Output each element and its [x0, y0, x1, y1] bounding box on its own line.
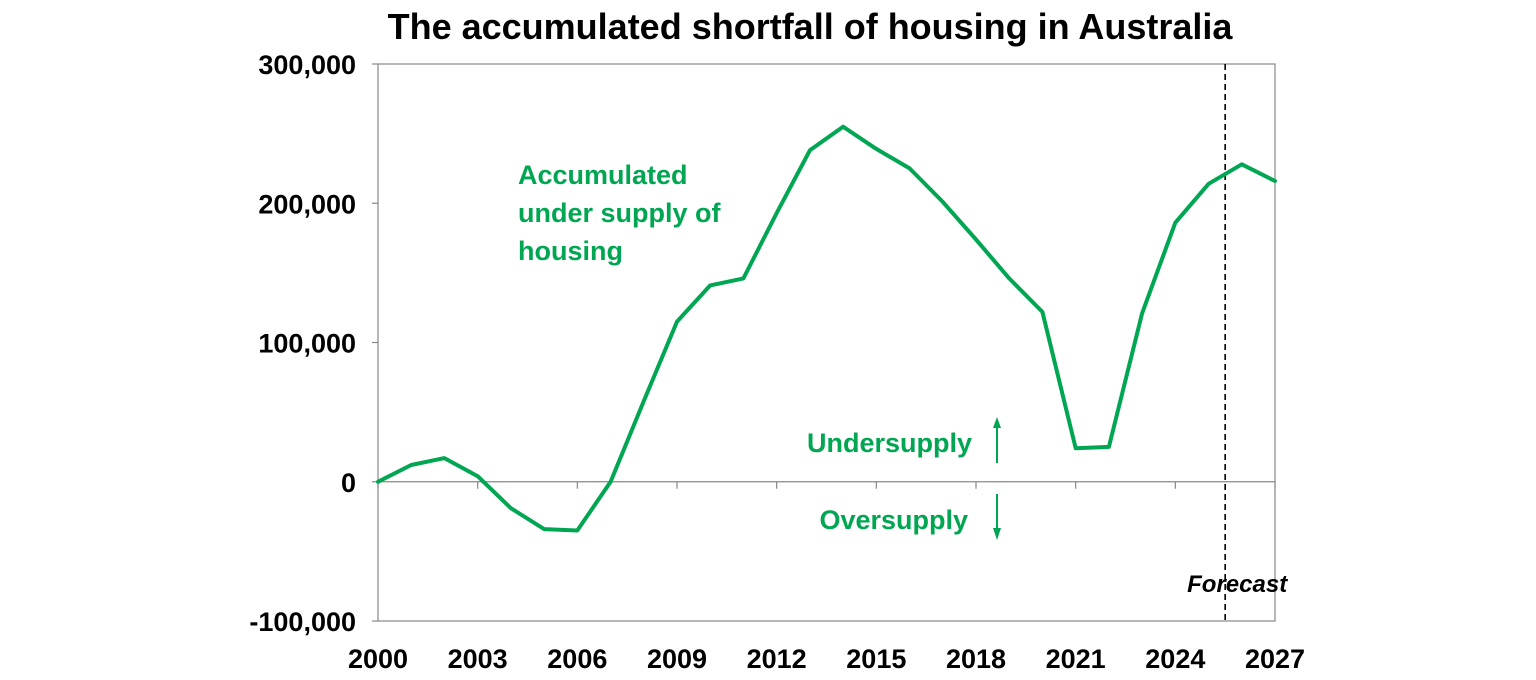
series-annotation: Accumulated under supply of housing	[518, 160, 728, 266]
y-tick-label: 0	[341, 468, 356, 498]
x-tick-label: 2003	[448, 644, 508, 674]
x-tick-label: 2021	[1046, 644, 1106, 674]
down-arrow-icon	[993, 494, 1001, 540]
y-tick-label: 100,000	[258, 329, 356, 359]
x-axis: 2000 2003 2006 2009 2012 2015 2018 2021 2024 2027	[348, 481, 1305, 674]
plot-area-frame	[377, 63, 1276, 622]
series-line	[376, 124, 1277, 533]
y-tick-label: 300,000	[258, 50, 356, 80]
y-tick-label: 200,000	[258, 189, 356, 219]
oversupply-label: Oversupply	[819, 505, 968, 535]
series-annotation-line-3: housing	[518, 236, 623, 266]
series-layer	[376, 124, 1277, 533]
series-annotation-line-1: Accumulated	[518, 160, 688, 190]
y-tick-label: -100,000	[249, 607, 356, 637]
undersupply-label: Undersupply	[807, 428, 972, 458]
chart-title: The accumulated shortfall of housing in …	[387, 6, 1233, 47]
x-tick-label: 2024	[1145, 644, 1205, 674]
x-tick-label: 2006	[547, 644, 607, 674]
x-tick-label: 2018	[946, 644, 1006, 674]
series-annotation-line-2: under supply of	[518, 198, 722, 228]
x-tick-label: 2027	[1245, 644, 1305, 674]
forecast-label: Forecast	[1187, 571, 1288, 598]
x-tick-label: 2009	[647, 644, 707, 674]
x-tick-label: 2012	[747, 644, 807, 674]
x-tick-label: 2000	[348, 644, 408, 674]
up-arrow-icon	[993, 417, 1001, 463]
y-axis: -100,000 0 100,000 200,000 300,000	[249, 50, 378, 637]
x-tick-label: 2015	[846, 644, 906, 674]
